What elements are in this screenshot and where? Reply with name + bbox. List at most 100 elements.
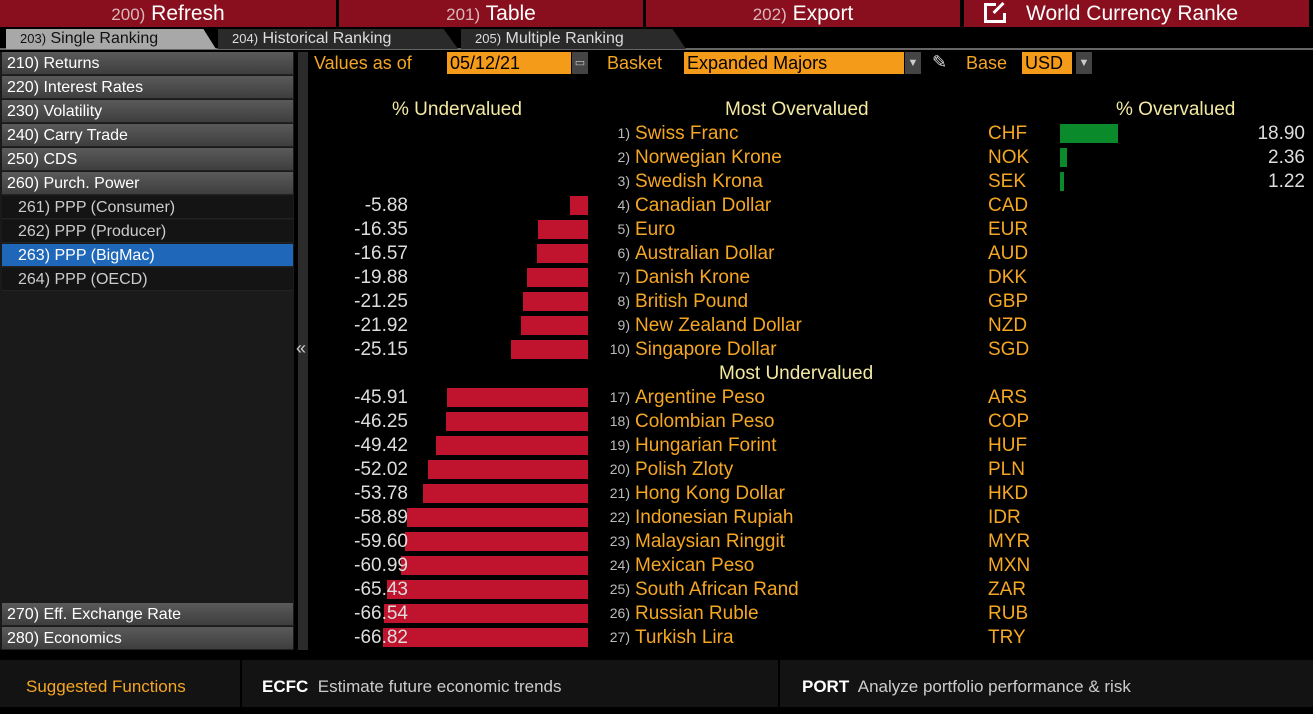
sidebar-item-eff-exchange-rate[interactable]: 270) Eff. Exchange Rate	[2, 603, 293, 626]
value: -53.78	[354, 483, 408, 504]
currency-row[interactable]: 7) Danish Krone DKK -19.88	[308, 266, 1313, 289]
rank: 20)	[609, 461, 630, 477]
sidebar-item-interest-rates[interactable]: 220) Interest Rates	[2, 76, 293, 99]
currency-row[interactable]: 25) South African Rand ZAR -65.43	[308, 578, 1313, 601]
currency-row[interactable]: 17) Argentine Peso ARS -45.91	[308, 386, 1313, 409]
undervalued-bar	[436, 436, 588, 455]
popout-icon[interactable]	[984, 1, 1007, 23]
currency-row[interactable]: 27) Turkish Lira TRY -66.82	[308, 626, 1313, 649]
undervalued-bar	[520, 316, 588, 335]
chevron-down-icon[interactable]: ▼	[1076, 52, 1092, 74]
rank: 27)	[609, 629, 630, 645]
undervalued-bar	[383, 604, 588, 623]
undervalued-bar	[446, 412, 588, 431]
currency-row[interactable]: 10) Singapore Dollar SGD -25.15	[308, 338, 1313, 361]
rank: 23)	[609, 533, 630, 549]
function-desc: Analyze portfolio performance & risk	[857, 677, 1131, 696]
currency-code: CHF	[988, 123, 1028, 144]
table-button[interactable]: 201) Table	[339, 0, 643, 27]
currency-row[interactable]: 26) Russian Ruble RUB -66.54	[308, 602, 1313, 625]
currency-code: MYR	[988, 531, 1031, 552]
value: -19.88	[354, 267, 408, 288]
sidebar-item-returns[interactable]: 210) Returns	[2, 52, 293, 75]
currency-code: SGD	[988, 339, 1030, 360]
calendar-icon[interactable]: ▭	[572, 52, 588, 74]
values-as-of-label: Values as of	[314, 53, 412, 73]
edit-pencil-icon[interactable]: ✎	[932, 52, 948, 72]
rank: 26)	[609, 605, 630, 621]
undervalued-bar	[405, 532, 588, 551]
value: -65.43	[354, 579, 408, 600]
collapse-sidebar-icon[interactable]: «	[296, 338, 307, 358]
undervalued-bar	[382, 628, 588, 647]
undervalued-bar	[428, 460, 588, 479]
sidebar-splitter[interactable]	[298, 52, 308, 650]
currency-row[interactable]: 1) Swiss Franc CHF 18.90	[308, 122, 1313, 145]
window-title: World Currency Ranke	[964, 0, 1309, 27]
currency-name: Turkish Lira	[635, 627, 734, 648]
rank: 2)	[617, 149, 630, 165]
sidebar-item-ppp-bigmac[interactable]: 263) PPP (BigMac)	[2, 244, 293, 267]
currency-name: Malaysian Ringgit	[635, 531, 785, 552]
value: -49.42	[354, 435, 408, 456]
currency-row[interactable]: 2) Norwegian Krone NOK 2.36	[308, 146, 1313, 169]
refresh-button[interactable]: 200) Refresh	[0, 0, 336, 27]
currency-row[interactable]: 19) Hungarian Forint HUF -49.42	[308, 434, 1313, 457]
most-undervalued-header: Most Undervalued	[719, 363, 874, 384]
sidebar-item-ppp-oecd[interactable]: 264) PPP (OECD)	[2, 268, 293, 291]
function-desc: Estimate future economic trends	[317, 677, 562, 696]
value: -59.60	[354, 531, 408, 552]
value: -45.91	[354, 387, 408, 408]
currency-row[interactable]: 23) Malaysian Ringgit MYR -59.60	[308, 530, 1313, 553]
currency-row[interactable]: 22) Indonesian Rupiah IDR -58.89	[308, 506, 1313, 529]
currency-row[interactable]: 9) New Zealand Dollar NZD -21.92	[308, 314, 1313, 337]
currency-row[interactable]: 3) Swedish Krona SEK 1.22	[308, 170, 1313, 193]
date-input[interactable]: 05/12/21	[447, 52, 571, 74]
currency-name: Russian Ruble	[635, 603, 759, 624]
sidebar-item-ppp-consumer[interactable]: 261) PPP (Consumer)	[2, 196, 293, 219]
currency-code: EUR	[988, 219, 1029, 240]
tab-label: Historical Ranking	[262, 30, 392, 47]
currency-name: Argentine Peso	[635, 387, 765, 408]
tab-num: 204)	[232, 31, 259, 46]
function-code: PORT	[802, 677, 850, 696]
export-button[interactable]: 202) Export	[646, 0, 960, 27]
rank: 9)	[617, 317, 630, 333]
base-select[interactable]: USD	[1022, 52, 1072, 74]
currency-row[interactable]: 20) Polish Zloty PLN -52.02	[308, 458, 1313, 481]
currency-name: Swiss Franc	[635, 123, 739, 144]
currency-row[interactable]: 5) Euro EUR -16.35	[308, 218, 1313, 241]
currency-row[interactable]: 8) British Pound GBP -21.25	[308, 290, 1313, 313]
currency-code: GBP	[988, 291, 1029, 312]
currency-row[interactable]: 6) Australian Dollar AUD -16.57	[308, 242, 1313, 265]
undervalued-bar	[510, 340, 588, 359]
currency-code: IDR	[988, 507, 1021, 528]
sidebar-item-purch-power[interactable]: 260) Purch. Power	[2, 172, 293, 195]
sidebar-item-cds[interactable]: 250) CDS	[2, 148, 293, 171]
currency-row[interactable]: 4) Canadian Dollar CAD -5.88	[308, 194, 1313, 217]
sidebar-item-volatility[interactable]: 230) Volatility	[2, 100, 293, 123]
tab-historical-ranking[interactable]: 204) Historical Ranking	[218, 29, 458, 49]
currency-name: Mexican Peso	[635, 555, 755, 576]
currency-row[interactable]: 24) Mexican Peso MXN -60.99	[308, 554, 1313, 577]
currency-row[interactable]: 18) Colombian Peso COP -46.25	[308, 410, 1313, 433]
currency-row[interactable]: 21) Hong Kong Dollar HKD -53.78	[308, 482, 1313, 505]
undervalued-bar	[526, 268, 588, 287]
currency-name: Polish Zloty	[635, 459, 734, 480]
overvalued-bar	[1060, 124, 1119, 143]
currency-name: Swedish Krona	[635, 171, 763, 192]
sidebar-item-economics[interactable]: 280) Economics	[2, 627, 293, 650]
sidebar-item-ppp-producer[interactable]: 262) PPP (Producer)	[2, 220, 293, 243]
tab-multiple-ranking[interactable]: 205) Multiple Ranking	[461, 29, 686, 49]
undervalued-bar	[522, 292, 588, 311]
currency-code: ZAR	[988, 579, 1026, 600]
basket-select[interactable]: Expanded Majors	[684, 52, 904, 74]
function-ecfc[interactable]: ECFC Estimate future economic trends	[262, 660, 562, 707]
chevron-down-icon[interactable]: ▼	[905, 52, 921, 74]
value: 18.90	[1257, 123, 1305, 144]
function-port[interactable]: PORT Analyze portfolio performance & ris…	[802, 660, 1131, 707]
tab-single-ranking[interactable]: 203) Single Ranking	[6, 29, 216, 49]
value: 2.36	[1268, 147, 1305, 168]
sidebar-item-carry-trade[interactable]: 240) Carry Trade	[2, 124, 293, 147]
value: -16.35	[354, 219, 408, 240]
